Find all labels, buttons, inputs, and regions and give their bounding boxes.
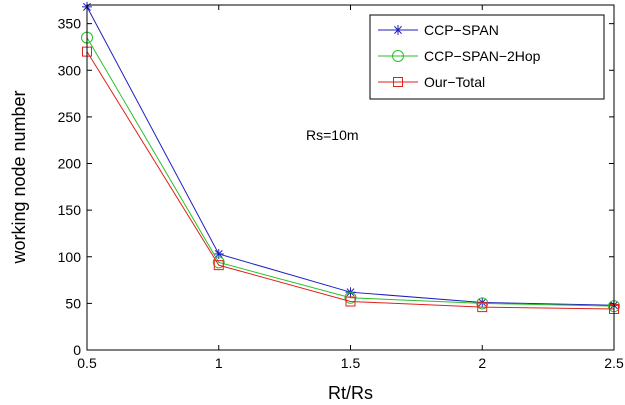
legend-marker-2 [393,77,403,87]
legend-label-1: CCP−SPAN−2Hop [424,48,541,64]
legend-box [369,14,605,100]
y-tick-label: 100 [58,249,82,265]
x-tick-label: 2.5 [604,355,624,371]
x-tick-label: 2 [478,355,486,371]
series-layer [81,1,620,314]
x-tick-label: 0.5 [77,355,97,371]
data-point-1-3 [476,297,489,310]
data-point-2-1 [213,260,224,271]
data-point-2-3 [477,302,488,313]
series-line-2 [86,51,615,310]
annotation-label: Rs=10m [306,127,359,143]
x-axis-title: Rt/Rs [328,383,373,403]
data-point-0-1 [213,248,224,259]
y-tick-label: 50 [65,295,81,311]
y-tick-labels: 0 50 100 150 200 250 300 350 [58,16,82,358]
legend-label-2: Our−Total [424,74,485,90]
y-tick-label: 350 [58,16,82,32]
data-point-2-2 [345,296,356,307]
data-point-1-2 [344,291,357,304]
y-tick-label: 250 [58,109,82,125]
y-tick-label: 150 [58,202,82,218]
legend: CCP−SPAN CCP−SPAN−2Hop Our−Total [369,14,605,100]
x-tick-labels: 0.5 1 1.5 2 2.5 [77,355,624,371]
legend-marker-1 [392,50,404,62]
plot-frame [86,4,615,351]
legend-label-0: CCP−SPAN [424,22,499,38]
x-tick-label: 1 [215,355,223,371]
series-line-1 [86,37,615,307]
y-tick-label: 200 [58,156,82,172]
data-point-1-1 [212,256,225,269]
x-tick-label: 1.5 [341,355,361,371]
y-axis-title: working node number [9,90,29,264]
y-tick-label: 300 [58,62,82,78]
legend-marker-0 [393,25,403,35]
y-tick-label: 0 [73,342,81,358]
